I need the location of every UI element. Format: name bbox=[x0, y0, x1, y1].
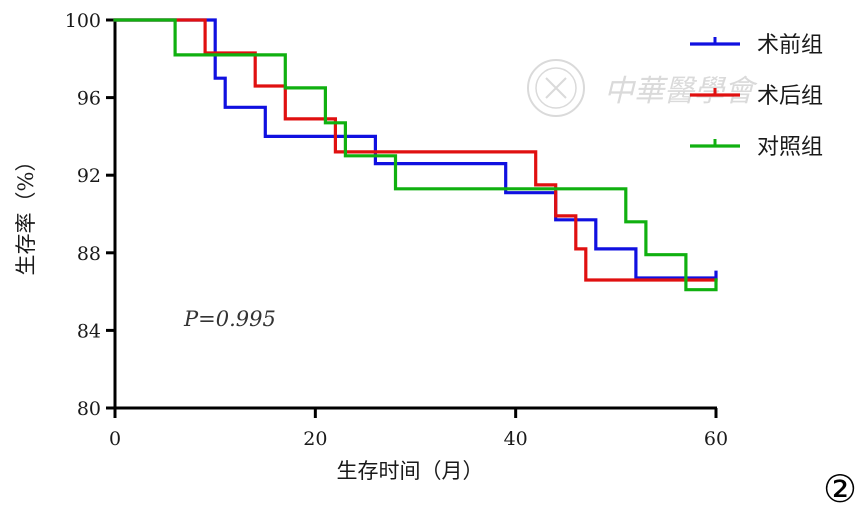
series-lines bbox=[113, 18, 718, 292]
x-tick-label: 60 bbox=[704, 428, 728, 450]
legend-label: 术后组 bbox=[757, 84, 823, 109]
y-tick-label: 96 bbox=[77, 88, 101, 110]
legend-entry: 术前组 bbox=[690, 33, 823, 58]
x-tick-label: 40 bbox=[504, 428, 528, 450]
legend-entry: 术后组 bbox=[690, 84, 823, 109]
legend-label: 术前组 bbox=[757, 33, 823, 58]
y-tick-label: 100 bbox=[65, 10, 101, 32]
watermark-seal-icon bbox=[527, 59, 585, 117]
y-tick-label: 88 bbox=[77, 243, 101, 265]
x-tick-label: 0 bbox=[109, 428, 121, 450]
series-line-1 bbox=[113, 18, 718, 280]
y-tick-label: 84 bbox=[77, 320, 101, 342]
figure-number: ② bbox=[823, 467, 857, 511]
p-value-annotation: P=0.995 bbox=[183, 307, 276, 331]
y-tick-label: 92 bbox=[77, 165, 101, 187]
x-axis-title: 生存时间（月） bbox=[337, 459, 484, 483]
x-tick-labels: 0 20 40 60 bbox=[109, 428, 728, 450]
watermark: 中華醫學會 bbox=[527, 59, 758, 117]
y-tick-labels: 80 84 88 92 96 100 bbox=[65, 10, 101, 420]
axes: 80 84 88 92 96 100 0 20 40 60 bbox=[65, 10, 728, 450]
y-tick-label: 80 bbox=[77, 398, 101, 420]
series-line-2 bbox=[113, 18, 718, 282]
legend-entry: 对照组 bbox=[690, 135, 823, 160]
x-tick-label: 20 bbox=[303, 428, 327, 450]
y-axis-title: 生存率（%） bbox=[14, 151, 38, 276]
legend-label: 对照组 bbox=[757, 135, 823, 160]
x-tick-marks bbox=[113, 408, 718, 418]
series-line-3 bbox=[113, 18, 718, 292]
watermark-text: 中華醫學會 bbox=[604, 74, 758, 109]
